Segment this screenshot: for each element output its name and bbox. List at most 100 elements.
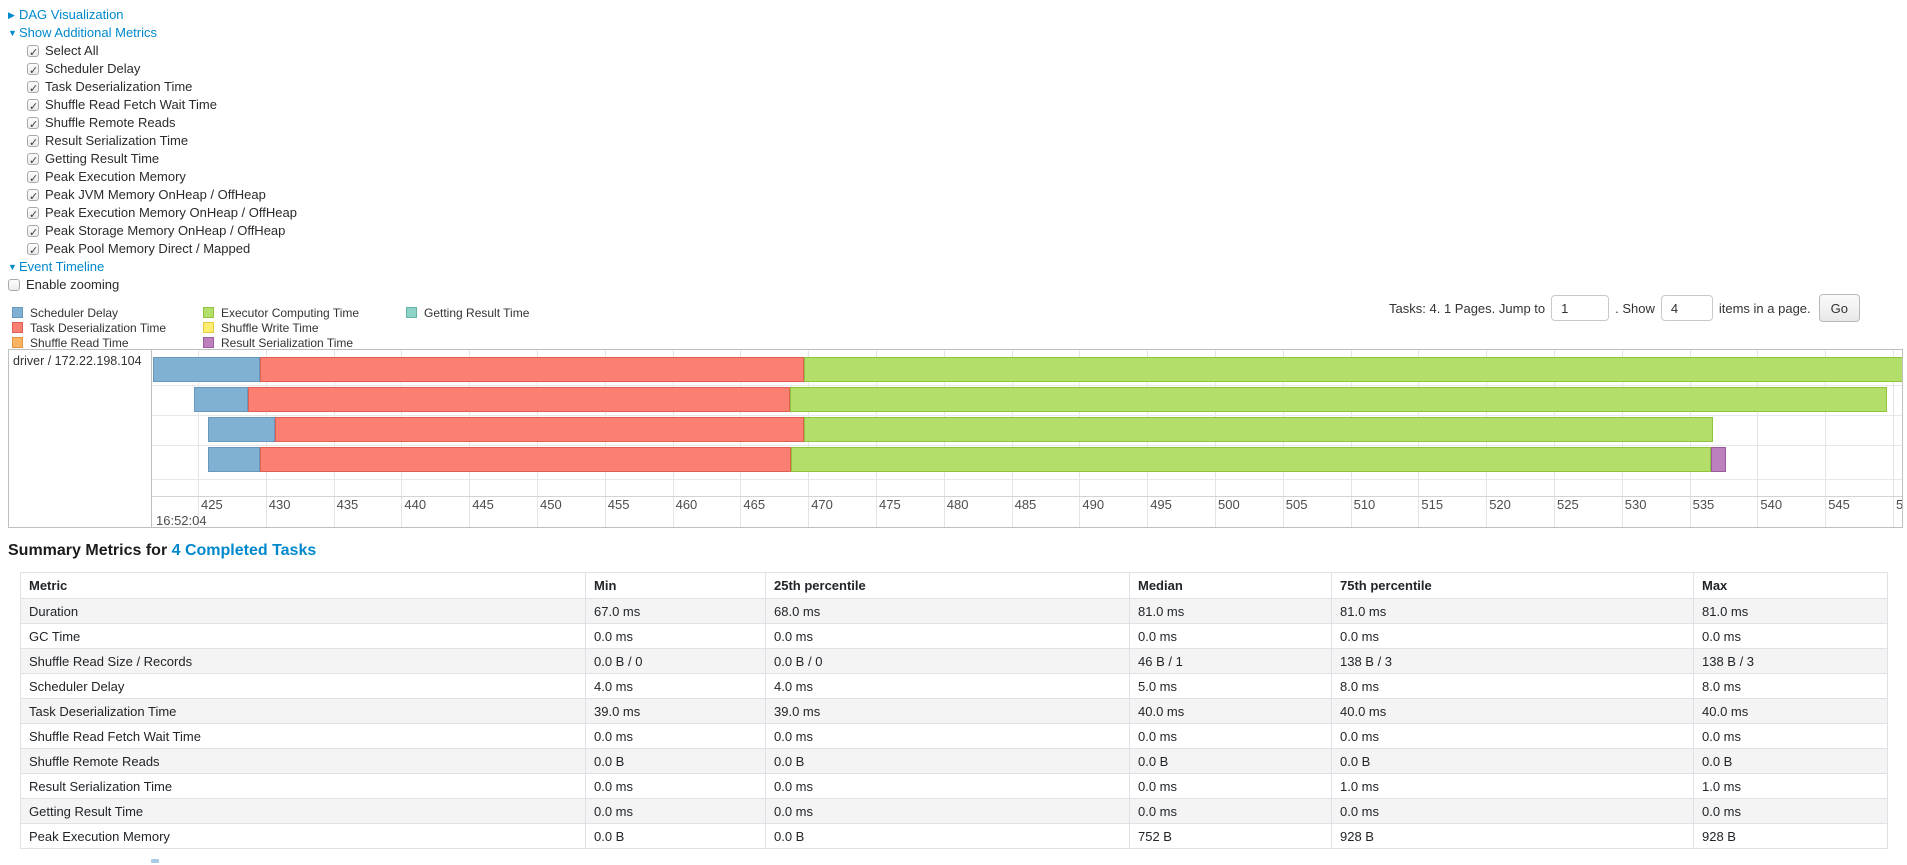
metric-value-cell: 0.0 B [585, 748, 766, 774]
task-segment-scheduler-delay[interactable] [207, 417, 276, 442]
timeline-task-bar-task-1[interactable] [193, 387, 1888, 412]
metric-name-cell: Result Serialization Time [20, 773, 586, 799]
row-separator [152, 414, 1902, 416]
metric-checkbox-label: Task Deserialization Time [45, 79, 193, 94]
metric-checkbox-row[interactable]: Peak Execution Memory OnHeap / OffHeap [8, 204, 297, 224]
metric-checkbox[interactable] [27, 224, 39, 242]
task-segment-executor-computing[interactable] [804, 357, 1902, 382]
timeline-task-bar-task-2[interactable] [207, 417, 1713, 442]
metric-name-cell: Shuffle Read Fetch Wait Time [20, 723, 586, 749]
scheduler-delay-swatch-icon [12, 307, 23, 318]
metric-value-cell: 0.0 ms [765, 623, 1130, 649]
axis-tick-label: 535 [1692, 497, 1715, 512]
metric-name-cell: Peak Execution Memory [20, 823, 586, 849]
metric-checkbox[interactable] [27, 206, 39, 224]
table-row: Shuffle Remote Reads 0.0 B 0.0 B 0.0 B 0.0 B… [20, 748, 1888, 774]
legend-item-executor-computing: Executor Computing Time [203, 306, 389, 321]
metric-checkbox-row[interactable]: Task Deserialization Time [8, 78, 297, 98]
event-timeline-toggle[interactable]: ▼ Event Timeline [8, 258, 297, 276]
task-segment-task-deserialization[interactable] [260, 447, 791, 472]
metric-checkbox[interactable] [27, 152, 39, 170]
timeline-plot-area: 425 430 435 440 445 450 455 460 465 470 475 480 485 4… [152, 350, 1902, 527]
metric-checkbox-row[interactable]: Peak JVM Memory OnHeap / OffHeap [8, 186, 297, 206]
axis-tick-label: 435 [336, 497, 359, 512]
column-header-median: Median [1129, 572, 1332, 599]
expanded-arrow-icon: ▼ [8, 262, 17, 272]
axis-tick-label: 430 [268, 497, 291, 512]
metric-value-cell: 81.0 ms [1331, 598, 1694, 624]
axis-tick-label: 465 [743, 497, 766, 512]
metric-value-cell: 0.0 B / 0 [585, 648, 766, 674]
axis-line [152, 496, 1902, 497]
metric-value-cell: 0.0 B [1331, 748, 1694, 774]
metric-value-cell: 0.0 ms [765, 798, 1130, 824]
task-segment-executor-computing[interactable] [790, 447, 1712, 472]
metric-checkbox-row[interactable]: Shuffle Read Fetch Wait Time [8, 96, 297, 116]
metric-checkbox-label: Shuffle Read Fetch Wait Time [45, 97, 217, 112]
event-timeline-chart: driver / 172.22.198.104 425 430 435 440 445 4… [8, 349, 1903, 528]
axis-tick-label: 500 [1218, 497, 1240, 512]
pagination-prefix-text: Tasks: 4. 1 Pages. Jump to [1389, 300, 1546, 316]
metric-checkbox[interactable] [27, 98, 39, 116]
task-segment-executor-computing[interactable] [804, 417, 1713, 442]
metric-checkbox-row[interactable]: Peak Execution Memory [8, 168, 297, 188]
metric-checkbox[interactable] [27, 188, 39, 206]
metric-checkbox-row[interactable]: Scheduler Delay [8, 60, 297, 80]
task-deserialization-swatch-icon [12, 322, 23, 333]
metric-checkbox[interactable] [27, 116, 39, 134]
task-segment-scheduler-delay[interactable] [207, 447, 261, 472]
metric-checkbox-row[interactable]: Peak Pool Memory Direct / Mapped [8, 240, 297, 260]
metric-checkbox[interactable] [27, 242, 39, 260]
metric-checkbox-row[interactable]: Select All [8, 42, 297, 62]
metric-checkbox-label: Result Serialization Time [45, 133, 189, 148]
jump-to-page-input[interactable] [1551, 295, 1610, 321]
table-row: Result Serialization Time 0.0 ms 0.0 ms 0.0… [20, 773, 1888, 799]
timeline-task-bar-task-3[interactable] [207, 447, 1727, 472]
pagination-suffix-text: items in a page. [1718, 300, 1811, 316]
clipped-content-below [151, 859, 159, 863]
legend-column: Executor Computing Time Shuffle Write Tim… [203, 306, 389, 351]
task-segment-result-serialization[interactable] [1711, 447, 1727, 472]
collapsed-arrow-icon: ▶ [8, 10, 15, 20]
additional-metrics-checkbox-list: Select All Scheduler Delay Task Deserializ… [8, 42, 297, 260]
items-per-page-input[interactable] [1660, 295, 1713, 321]
task-segment-executor-computing[interactable] [790, 387, 1888, 412]
table-row: Task Deserialization Time 39.0 ms 39.0 ms 4… [20, 698, 1888, 724]
metric-checkbox-label: Peak Storage Memory OnHeap / OffHeap [45, 223, 286, 238]
metric-checkbox-row[interactable]: Peak Storage Memory OnHeap / OffHeap [8, 222, 297, 242]
metric-checkbox[interactable] [27, 80, 39, 98]
table-row: GC Time 0.0 ms 0.0 ms 0.0 ms 0.0 ms 0.0 ms [20, 623, 1888, 649]
metric-checkbox[interactable] [27, 44, 39, 62]
task-segment-task-deserialization[interactable] [260, 357, 805, 382]
enable-zooming-checkbox-row[interactable]: Enable zooming [8, 276, 297, 294]
metric-name-cell: Shuffle Read Size / Records [20, 648, 586, 674]
enable-zooming-checkbox[interactable] [8, 279, 20, 291]
metric-value-cell: 0.0 B [1129, 748, 1332, 774]
axis-tick-label: 520 [1489, 497, 1511, 512]
column-header-metric: Metric [20, 572, 586, 599]
metric-value-cell: 0.0 ms [1129, 723, 1332, 749]
metric-value-cell: 0.0 ms [765, 773, 1130, 799]
metric-checkbox-row[interactable]: Shuffle Remote Reads [8, 114, 297, 134]
axis-tick-label: 495 [1150, 497, 1172, 512]
go-button[interactable]: Go [1818, 294, 1860, 322]
metric-checkbox[interactable] [27, 170, 39, 188]
metric-name-cell: Shuffle Remote Reads [20, 748, 586, 774]
task-segment-task-deserialization[interactable] [275, 417, 805, 442]
metric-name-cell: Scheduler Delay [20, 673, 586, 699]
timeline-task-bar-task-0[interactable] [153, 357, 1902, 382]
metric-checkbox-label: Peak JVM Memory OnHeap / OffHeap [45, 187, 266, 202]
task-segment-scheduler-delay[interactable] [193, 387, 249, 412]
metric-checkbox[interactable] [27, 62, 39, 80]
metric-checkbox-row[interactable]: Getting Result Time [8, 150, 297, 170]
metric-checkbox-row[interactable]: Result Serialization Time [8, 132, 297, 152]
summary-heading-text: Summary Metrics for [8, 542, 172, 559]
dag-visualization-toggle[interactable]: ▶ DAG Visualization [8, 6, 297, 24]
enable-zooming-label: Enable zooming [26, 277, 120, 292]
task-segment-scheduler-delay[interactable] [153, 357, 261, 382]
show-additional-metrics-toggle[interactable]: ▼ Show Additional Metrics [8, 24, 297, 42]
task-segment-task-deserialization[interactable] [248, 387, 791, 412]
completed-tasks-link[interactable]: 4 Completed Tasks [171, 542, 317, 559]
metric-checkbox[interactable] [27, 134, 39, 152]
legend-item-result-serialization: Result Serialization Time [203, 336, 389, 351]
